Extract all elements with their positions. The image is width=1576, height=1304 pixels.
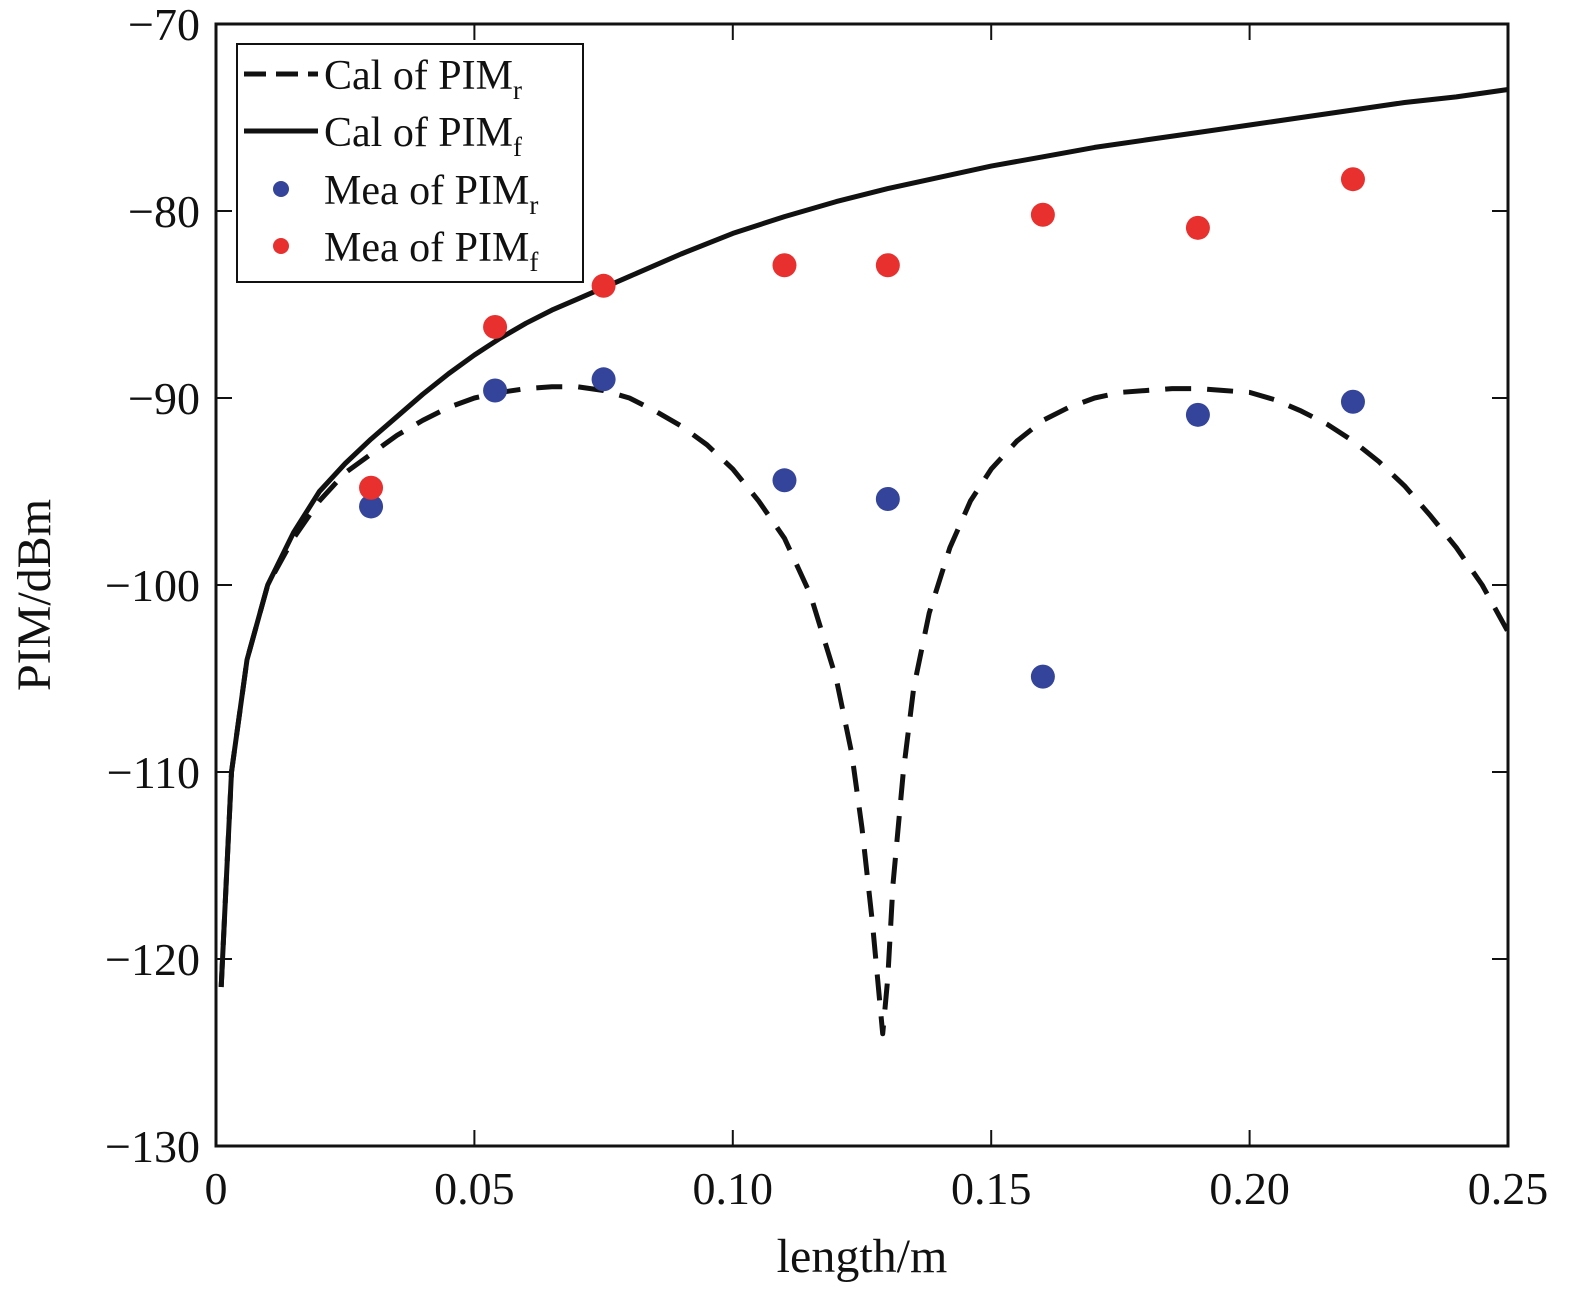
- y-tick-label: −100: [105, 560, 200, 611]
- legend-label-subscript: f: [529, 247, 538, 277]
- x-tick-label: 0.10: [693, 1163, 774, 1214]
- data-point: [1185, 215, 1210, 240]
- data-point: [875, 486, 900, 511]
- legend-label-text: Mea of PIM: [324, 225, 529, 271]
- series-line-dashed: [218, 384, 1511, 1037]
- legend-label-subscript: f: [513, 132, 522, 162]
- x-tick-label: 0.25: [1468, 1163, 1549, 1214]
- legend-label-subscript: r: [529, 190, 538, 220]
- legend-label-text: Cal of PIM: [324, 53, 513, 99]
- data-point: [1030, 664, 1055, 689]
- data-point: [1340, 389, 1365, 414]
- y-tick-label: −130: [105, 1121, 200, 1172]
- x-tick-label: 0.20: [1209, 1163, 1290, 1214]
- data-point: [483, 314, 508, 339]
- data-point: [875, 253, 900, 278]
- x-axis-title: length/m: [777, 1230, 948, 1283]
- legend-label: Cal of PIMr: [324, 53, 522, 105]
- legend-label-subscript: r: [513, 75, 522, 105]
- x-tick-label: 0.15: [951, 1163, 1032, 1214]
- legend-box: [236, 43, 584, 283]
- series-layer: [218, 87, 1511, 1037]
- data-point: [483, 378, 508, 403]
- data-point: [591, 273, 616, 298]
- y-axis-title: PIM/dBm: [8, 499, 61, 691]
- legend-label: Cal of PIMf: [324, 110, 522, 162]
- data-point: [359, 475, 384, 500]
- y-tick-label: −80: [128, 186, 200, 237]
- legend-label-text: Mea of PIM: [324, 168, 529, 214]
- data-point: [591, 367, 616, 392]
- data-point: [1185, 402, 1210, 427]
- data-point: [1030, 202, 1055, 227]
- y-tick-label: −70: [128, 0, 200, 50]
- legend-swatch-dot: [273, 181, 289, 197]
- y-tick-label: −110: [107, 747, 200, 798]
- y-tick-label: −90: [128, 373, 200, 424]
- x-tick-label: 0.05: [434, 1163, 515, 1214]
- ticks-layer: 0 0.05 0.10 0.15 0.20 0.25 −130 −120 −110 −100 −90…: [105, 0, 1548, 1214]
- data-point: [359, 494, 384, 519]
- data-point: [772, 253, 797, 278]
- legend-label-text: Cal of PIM: [324, 110, 513, 156]
- data-point: [772, 468, 797, 493]
- data-point: [1340, 167, 1365, 192]
- legend-label: Mea of PIMr: [324, 168, 538, 220]
- x-tick-label: 0: [205, 1163, 228, 1214]
- legend-swatch-dot: [273, 238, 289, 254]
- y-tick-label: −120: [105, 934, 200, 985]
- legend-label: Mea of PIMf: [324, 225, 538, 277]
- series-line-solid: [218, 87, 1509, 988]
